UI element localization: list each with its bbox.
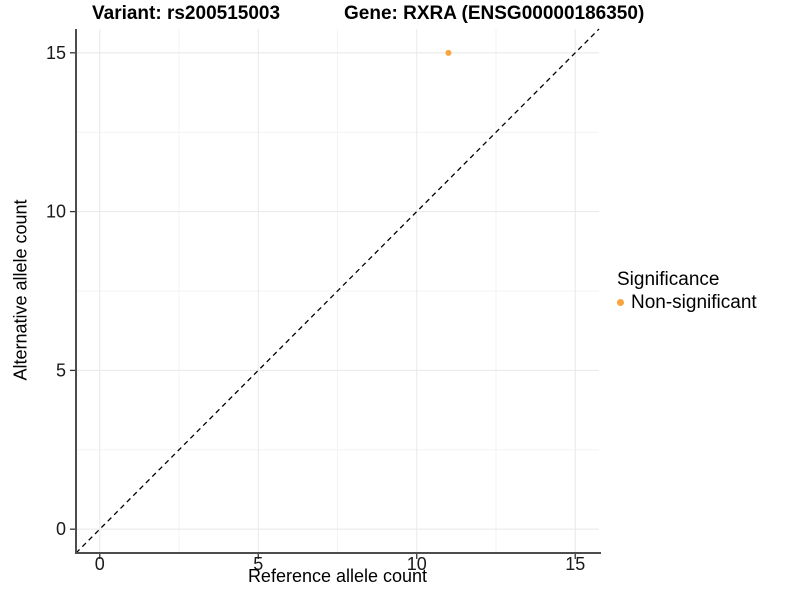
legend-point-icon: [617, 299, 624, 306]
x-tick-label: 5: [253, 554, 263, 574]
y-axis-title: Alternative allele count: [10, 199, 31, 381]
x-axis-title: Reference allele count: [247, 566, 428, 586]
x-tick-label: 0: [95, 554, 105, 574]
identity-line: [75, 28, 600, 554]
x-tick-label: 10: [407, 554, 427, 574]
legend: Significance Non-significant: [617, 269, 757, 313]
data-point: [445, 49, 452, 56]
variant-title: Variant: rs200515003: [92, 3, 281, 24]
y-tick-label: 10: [46, 202, 66, 222]
x-tick-label: 15: [565, 554, 585, 574]
legend-title: Significance: [617, 269, 720, 290]
legend-item-label: Non-significant: [631, 292, 757, 313]
legend-item-non-significant: Non-significant: [617, 292, 757, 313]
gene-title: Gene: RXRA (ENSG00000186350): [344, 3, 645, 24]
y-tick-label: 15: [46, 43, 66, 63]
y-tick-label: 5: [56, 360, 66, 380]
y-tick-label: 0: [56, 519, 66, 539]
